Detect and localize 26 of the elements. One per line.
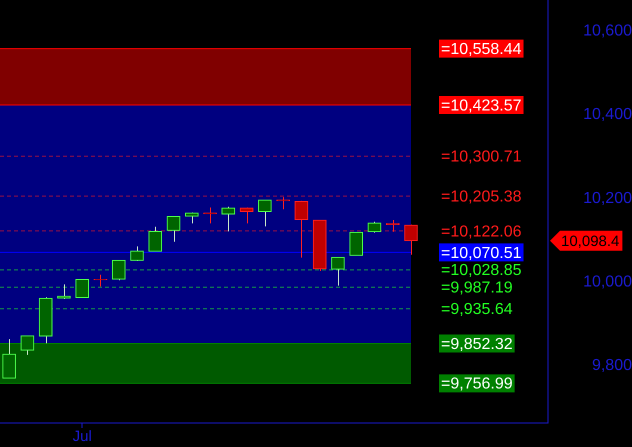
ref-line-label: =10,028.85: [441, 262, 522, 280]
y-tick-label: 9,800: [592, 356, 632, 374]
ref-line-label: =10,070.51: [441, 244, 522, 262]
y-tick-label: 10,200: [583, 190, 632, 207]
y-tick-label: 10,000: [583, 273, 632, 290]
candlestick: [222, 206, 236, 232]
ref-line-label: =10,300.71: [441, 148, 522, 166]
y-tick-label: 10,400: [583, 106, 632, 124]
candlestick: [386, 220, 400, 232]
ref-line-label: =9,852.32: [441, 336, 513, 353]
ref-line-label: =10,122.06: [441, 223, 522, 240]
y-tick-label: 10,600: [583, 22, 632, 40]
ref-line-label: =9,987.19: [441, 280, 513, 297]
x-tick-label: Jul: [72, 428, 92, 446]
candlestick: [94, 274, 108, 287]
ref-line-label: =9,935.64: [441, 301, 513, 318]
candlestick: [148, 226, 162, 252]
candlestick: [57, 284, 71, 300]
text: 10,098.4: [561, 232, 620, 250]
ref-line-label: =9,756.99: [441, 376, 513, 393]
ref-line-label: =10,558.44: [441, 41, 522, 58]
candlestick: [276, 196, 290, 210]
candlestick: [240, 207, 254, 224]
ref-line-label: =10,205.38: [441, 188, 522, 206]
ref-line-label: =10,423.57: [441, 97, 522, 114]
candlestick: [368, 221, 382, 234]
